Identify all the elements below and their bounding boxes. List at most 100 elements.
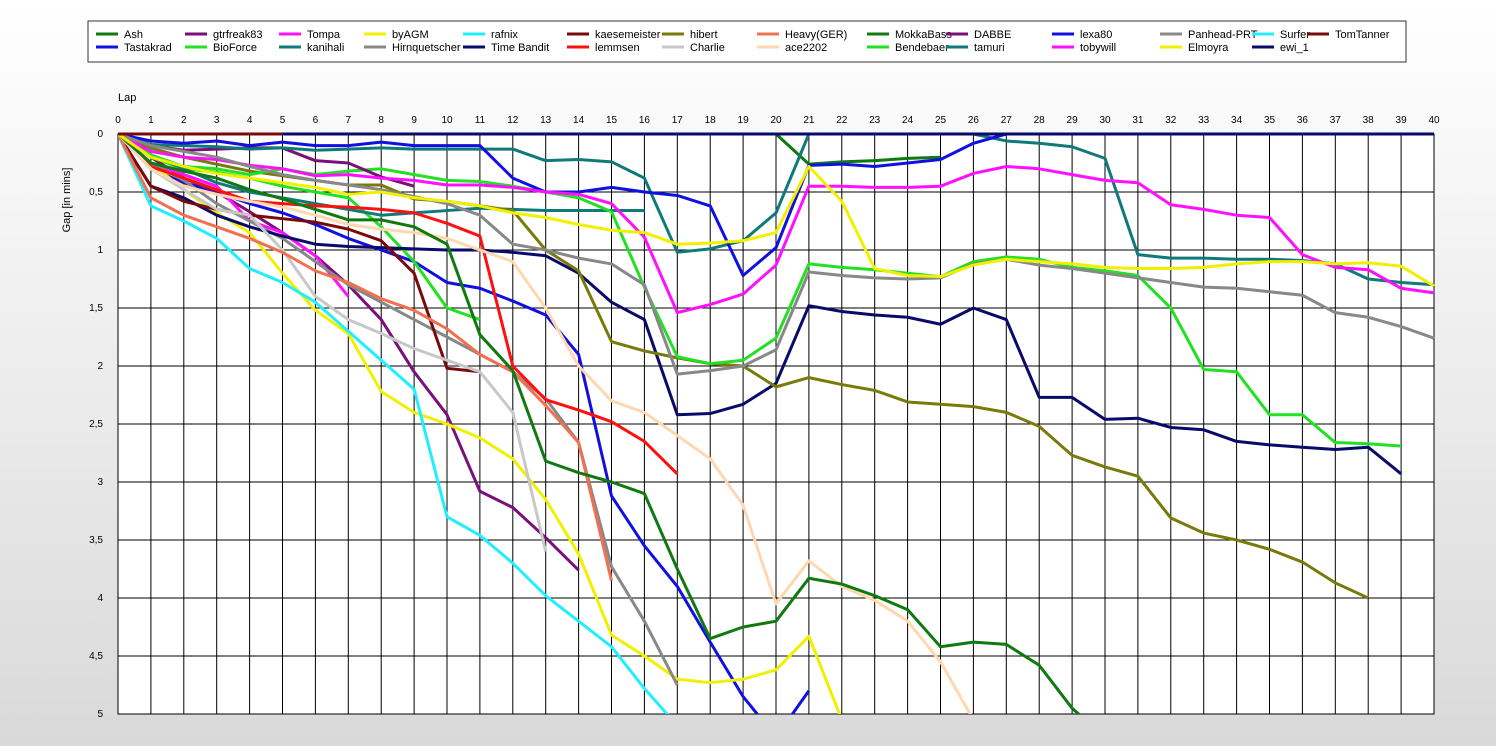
x-tick-label: 25: [935, 115, 947, 126]
y-tick-label: 0: [97, 129, 103, 140]
x-tick-label: 6: [313, 115, 319, 126]
legend-label: BioForce: [213, 42, 257, 54]
x-tick-label: 1: [148, 115, 154, 126]
x-tick-label: 35: [1264, 115, 1276, 126]
x-tick-label: 5: [280, 115, 286, 126]
x-tick-label: 4: [247, 115, 253, 126]
x-tick-label: 38: [1363, 115, 1375, 126]
series-line-bendebaer: [118, 132, 1402, 448]
x-tick-label: 31: [1132, 115, 1144, 126]
x-tick-label: 34: [1231, 115, 1243, 126]
series-line-panhead-prt: [118, 132, 1435, 376]
series-line-tobywill: [118, 132, 1435, 315]
x-tick-label: 0: [115, 115, 121, 126]
x-tick-label: 18: [705, 115, 717, 126]
y-tick-label: 5: [97, 709, 103, 720]
legend-label: Tompa: [307, 29, 341, 41]
x-tick-label: 29: [1067, 115, 1079, 126]
series-line-charlie: [118, 132, 548, 552]
x-tick-label: 10: [441, 115, 453, 126]
legend-label: MokkaBass: [895, 29, 952, 41]
y-tick-label: 3,5: [89, 535, 103, 546]
series-layer: [118, 132, 1435, 714]
x-tick-label: 20: [770, 115, 782, 126]
y-tick-label: 2,5: [89, 419, 103, 430]
x-axis-label: Lap: [118, 92, 136, 104]
legend-label: byAGM: [392, 29, 429, 41]
legend-label: kanihali: [307, 42, 344, 54]
series-line-ace2202: [118, 132, 972, 714]
x-tick-label: 11: [475, 115, 486, 126]
legend-label: kaesemeister: [595, 29, 661, 41]
legend-label: Elmoyra: [1188, 42, 1229, 54]
y-tick-label: 4: [97, 593, 103, 604]
x-tick-label: 19: [738, 115, 750, 126]
series-line-elmoyra: [118, 132, 1435, 288]
x-tick-label: 26: [968, 115, 980, 126]
series-line-kaesemeister: [118, 133, 481, 374]
x-tick-label: 32: [1165, 115, 1177, 126]
x-tick-label: 7: [346, 115, 352, 126]
legend-label: Time Bandit: [491, 42, 549, 54]
legend-label: tobywill: [1080, 42, 1116, 54]
y-tick-label: 2: [97, 361, 103, 372]
x-tick-label: 16: [639, 115, 651, 126]
legend-label: lemmsen: [595, 42, 640, 54]
legend-label: ace2202: [785, 42, 827, 54]
y-tick-label: 1: [97, 245, 103, 256]
x-tick-label: 28: [1034, 115, 1046, 126]
legend-label: hibert: [690, 29, 718, 41]
y-tick-label: 3: [97, 477, 103, 488]
legend-label: lexa80: [1080, 29, 1112, 41]
legend-label: Hirnquetscher: [392, 42, 461, 54]
x-tick-label: 21: [803, 115, 815, 126]
x-tick-label: 15: [606, 115, 618, 126]
series-line-byagm: [118, 132, 842, 714]
y-tick-label: 1,5: [89, 303, 103, 314]
grid: [117, 133, 1435, 715]
x-tick-label: 24: [902, 115, 914, 126]
x-tick-label: 8: [378, 115, 384, 126]
series-line-heavy-ger-: [118, 133, 613, 581]
x-tick-label: 37: [1330, 115, 1342, 126]
legend-label: rafnix: [491, 29, 518, 41]
series-line-tamuri: [118, 132, 1435, 287]
series-line-kanihali: [118, 132, 645, 217]
x-tick-label: 39: [1396, 115, 1408, 126]
legend-label: ewi_1: [1280, 42, 1309, 54]
legend-label: TomTanner: [1335, 29, 1390, 41]
x-tick-label: 33: [1198, 115, 1210, 126]
series-line-lemmsen: [118, 132, 679, 475]
x-tick-label: 27: [1001, 115, 1013, 126]
series-line-rafnix: [118, 133, 670, 714]
legend-label: Ash: [124, 29, 143, 41]
legend-label: Charlie: [690, 42, 725, 54]
x-tick-label: 17: [672, 115, 684, 126]
legend-label: gtrfreak83: [213, 29, 263, 41]
x-tick-label: 12: [507, 115, 519, 126]
x-tick-label: 36: [1297, 115, 1309, 126]
legend-label: Surfer: [1280, 29, 1310, 41]
x-tick-label: 40: [1428, 115, 1440, 126]
x-tick-label: 3: [214, 115, 220, 126]
legend-label: DABBE: [974, 29, 1011, 41]
x-tick-label: 22: [836, 115, 848, 126]
legend-label: tamuri: [974, 42, 1005, 54]
legend-label: Tastakrad: [124, 42, 172, 54]
legend-label: Bendebaer: [895, 42, 949, 54]
series-line-mokkabass: [118, 132, 1081, 714]
x-tick-label: 13: [540, 115, 552, 126]
axes: Lap Gap [in mins] 0 1 2 3 4 5 6 7 8 9 10 11 12 13 14 15…: [61, 92, 1440, 720]
y-tick-label: 0,5: [89, 187, 103, 198]
x-tick-label: 2: [181, 115, 187, 126]
legend-box: [87, 20, 1407, 63]
x-tick-label: 14: [573, 115, 585, 126]
legend-label: Panhead-PRT: [1188, 29, 1258, 41]
series-line-time-bandit: [118, 133, 1403, 476]
y-tick-label: 4,5: [89, 651, 103, 662]
x-tick-label: 9: [411, 115, 417, 126]
x-tick-label: 23: [869, 115, 881, 126]
